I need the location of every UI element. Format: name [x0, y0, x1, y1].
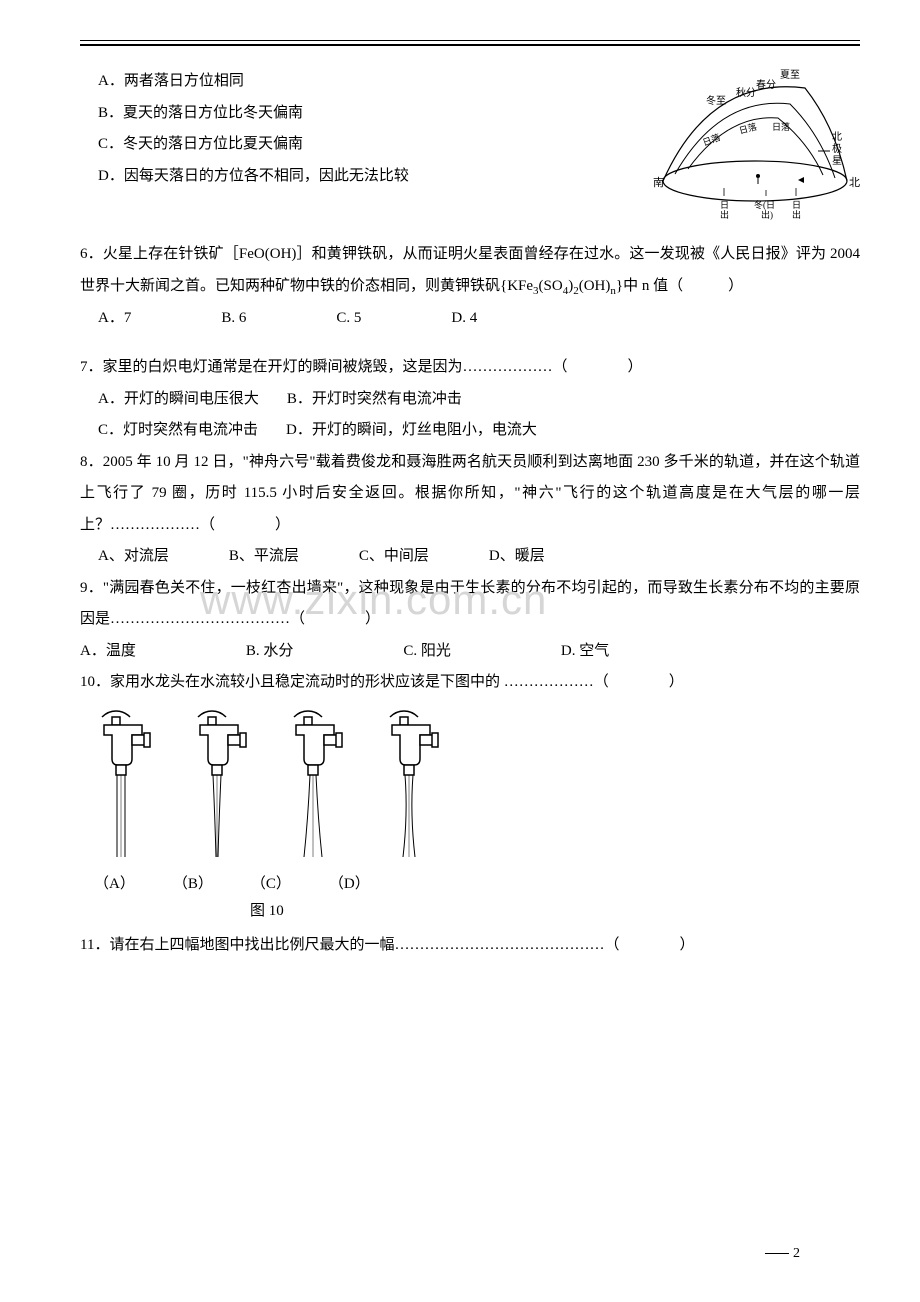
q8-option-c: C、中间层	[359, 541, 429, 573]
q6: 6．火星上存在针铁矿［FeO(OH)］和黄钾铁矾，从而证明火星表面曾经存在过水。…	[80, 239, 860, 303]
svg-text:夏至: 夏至	[780, 69, 800, 81]
q9-option-b: B. 水分	[246, 636, 294, 668]
q7-option-d: D．开灯的瞬间，灯丝电阻小，电流大	[286, 415, 537, 447]
q7-stem: 7．家里的白炽电灯通常是在开灯的瞬间被烧毁，这是因为………………（ ）	[80, 352, 860, 384]
svg-text:星: 星	[832, 155, 842, 167]
q8-option-b: B、平流层	[229, 541, 299, 573]
svg-text:日: 日	[792, 200, 801, 210]
q6-end: }中 n 值（ ）	[616, 278, 743, 294]
q9-options: A．温度 B. 水分 C. 阳光 D. 空气	[80, 636, 860, 668]
q6-options: A．7 B. 6 C. 5 D. 4	[80, 303, 860, 335]
q6-mid1: (SO	[539, 278, 563, 294]
svg-text:出): 出)	[761, 209, 773, 220]
svg-text:日: 日	[720, 200, 729, 210]
q7-option-a: A．开灯的瞬间电压很大	[98, 384, 259, 416]
svg-text:出: 出	[720, 209, 729, 220]
q6-mid3: (OH)	[579, 278, 611, 294]
q10-label-d: （D）	[329, 872, 370, 893]
q6-option-a: A．7	[98, 303, 131, 335]
q10-label-c: （C）	[251, 872, 291, 893]
q10-label-b: （B）	[173, 872, 213, 893]
top-rule	[80, 40, 860, 46]
faucet-d	[378, 709, 444, 864]
q9-option-a: A．温度	[80, 636, 136, 668]
q10-faucets	[90, 709, 860, 864]
page-number: 2	[765, 1246, 800, 1262]
q10-labels: （A） （B） （C） （D）	[94, 872, 860, 893]
q10-label-a: （A）	[94, 872, 135, 893]
svg-text:冬(日: 冬(日	[754, 199, 775, 210]
q8-option-a: A、对流层	[98, 541, 169, 573]
q6-option-d: D. 4	[451, 303, 477, 335]
svg-text:北: 北	[832, 131, 842, 143]
faucet-c	[282, 709, 348, 864]
svg-text:冬至: 冬至	[706, 94, 726, 107]
svg-text:春分: 春分	[756, 79, 776, 91]
faucet-a	[90, 709, 156, 864]
svg-text:秋分: 秋分	[736, 86, 756, 99]
q6-option-b: B. 6	[221, 303, 246, 335]
q8-stem: 8．2005 年 10 月 12 日，"神舟六号"载着费俊龙和聂海胜两名航天员顺…	[80, 447, 860, 542]
q8-option-d: D、暖层	[489, 541, 545, 573]
svg-text:北: 北	[849, 176, 860, 189]
q7-options: A．开灯的瞬间电压很大 B．开灯时突然有电流冲击 C．灯时突然有电流冲击 D．开…	[80, 384, 860, 447]
q8-options: A、对流层 B、平流层 C、中间层 D、暖层	[80, 541, 860, 573]
q6-option-c: C. 5	[336, 303, 361, 335]
q7-option-c: C．灯时突然有电流冲击	[98, 415, 258, 447]
svg-text:日落: 日落	[772, 121, 790, 132]
svg-text:日落: 日落	[738, 121, 758, 136]
q10-stem: 10．家用水龙头在水流较小且稳定流动时的形状应该是下图中的 ………………（ ）	[80, 667, 860, 699]
q9-option-c: C. 阳光	[403, 636, 451, 668]
q9-option-d: D. 空气	[561, 636, 609, 668]
q9-stem: 9．"满园春色关不住，一枝红杏出墙来"，这种现象是由于生长素的分布不均引起的，而…	[80, 573, 860, 636]
q5-diagram: 南 北 夏至 春分 秋分 冬至 日落 日落 日落 北 极 星 日 出 冬(日 出…	[650, 66, 860, 239]
svg-text:南: 南	[653, 176, 664, 189]
svg-text:日落: 日落	[701, 131, 722, 147]
svg-text:极: 极	[832, 142, 842, 155]
q11-stem: 11．请在右上四幅地图中找出比例尺最大的一幅……………………………………（ ）	[80, 930, 860, 962]
q7-option-b: B．开灯时突然有电流冲击	[287, 384, 462, 416]
faucet-b	[186, 709, 252, 864]
svg-text:出: 出	[792, 209, 801, 220]
q10-caption: 图 10	[250, 899, 860, 920]
